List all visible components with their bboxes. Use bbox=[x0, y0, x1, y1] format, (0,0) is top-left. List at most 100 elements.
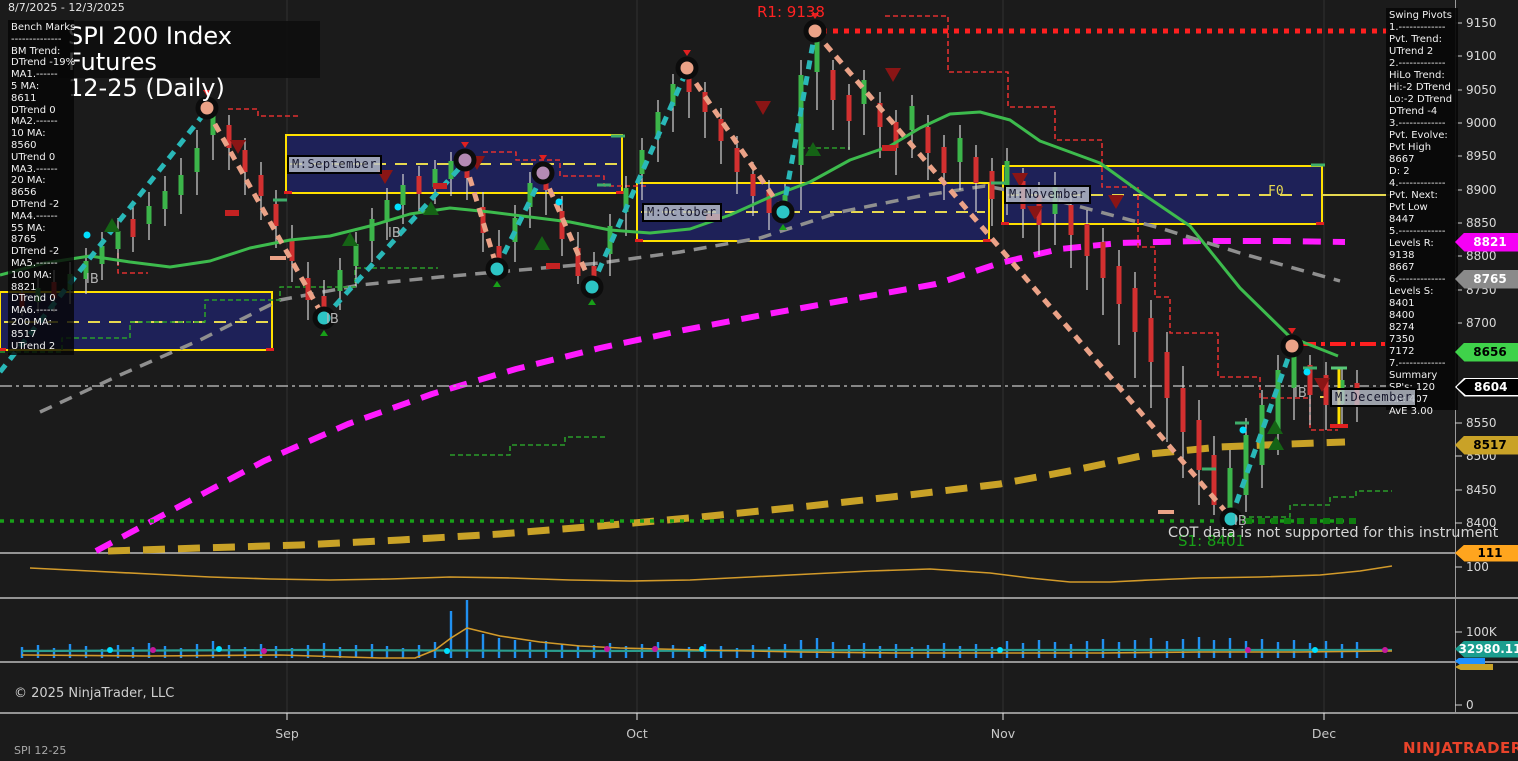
bench-marks-line: 20 MA: bbox=[11, 175, 46, 187]
swing-pivots-line: Levels R: bbox=[1389, 238, 1434, 249]
red-step-line bbox=[117, 253, 148, 274]
month-range-label[interactable]: M:October bbox=[642, 203, 722, 222]
cyan-dot-marker bbox=[83, 231, 91, 239]
candle-body bbox=[989, 171, 995, 199]
swing-pivots-line: 8274 bbox=[1389, 322, 1415, 333]
candle-body bbox=[670, 84, 676, 106]
candle-body bbox=[559, 211, 565, 239]
ninjatrader-logo: NINJATRADER bbox=[1403, 739, 1518, 757]
downtrend-segment bbox=[813, 30, 1233, 520]
price-badge: 8604 bbox=[1455, 377, 1518, 397]
green-tick-marker bbox=[611, 134, 625, 138]
swing-pivots-line: 4.------------- bbox=[1389, 178, 1446, 189]
candle-body bbox=[877, 103, 883, 127]
bench-marks-line: MA4.------ bbox=[11, 210, 58, 222]
candle-body bbox=[925, 127, 931, 153]
uptrend-segment bbox=[780, 31, 818, 212]
bench-marks-line: 200 MA: bbox=[11, 316, 52, 328]
uptrend-segment bbox=[494, 172, 546, 270]
ib-label: IB bbox=[1294, 386, 1307, 401]
price-badge-value: 32980.11 bbox=[1455, 640, 1518, 658]
green-step-line bbox=[1233, 490, 1392, 518]
price-badge-value: 8517 bbox=[1455, 435, 1518, 455]
chart-title-line2: 12-25 (Daily) bbox=[68, 74, 225, 102]
price-tick-label: 8400 bbox=[1466, 516, 1497, 530]
sell-triangle bbox=[1108, 195, 1124, 209]
volume-cyan-dot bbox=[444, 648, 450, 654]
ib-label: IB bbox=[326, 312, 339, 327]
ib-label: IB bbox=[388, 226, 401, 241]
volume-magenta-dot bbox=[1382, 647, 1388, 653]
buy-triangle bbox=[104, 218, 120, 232]
chart-title-block: SPI 200 Index Futures 12-25 (Daily) bbox=[58, 21, 320, 101]
ma-100-magenta-dashed bbox=[94, 238, 1346, 554]
swing-pivots-line: 9138 bbox=[1389, 250, 1415, 261]
volume-cyan-dot bbox=[107, 647, 113, 653]
stop-marker bbox=[225, 210, 239, 216]
price-badge: 32980.11 bbox=[1455, 640, 1518, 658]
f0-label: F0 bbox=[1268, 184, 1284, 199]
bench-marks-line: DTrend 0 bbox=[11, 293, 56, 305]
candle-body bbox=[1100, 242, 1106, 278]
box-corner-tick bbox=[616, 191, 624, 194]
downtrend-segment bbox=[204, 108, 327, 320]
downtrend-segment bbox=[684, 68, 786, 213]
bench-marks-line: 5 MA: bbox=[11, 80, 40, 92]
bench-marks-line: DTrend -2 bbox=[11, 198, 60, 210]
candle-body bbox=[623, 188, 629, 212]
candle-body bbox=[353, 244, 359, 266]
price-badge: 8765 bbox=[1455, 269, 1518, 289]
bench-marks-line: DTrend -2 bbox=[11, 246, 60, 258]
price-badge-value bbox=[1455, 664, 1493, 670]
swing-pivots-line: 2.------------- bbox=[1389, 58, 1446, 69]
box-corner-tick bbox=[1001, 222, 1009, 225]
red-step-line bbox=[228, 108, 298, 117]
price-tick-label: 8700 bbox=[1466, 316, 1497, 330]
pivot-high-circle bbox=[195, 96, 219, 120]
price-tick-label: 9000 bbox=[1466, 116, 1497, 130]
uptrend-segment bbox=[1228, 346, 1295, 519]
pivot-low-arrow bbox=[493, 281, 501, 287]
swing-pivots-line: 8447 bbox=[1389, 214, 1415, 225]
month-range-label[interactable]: M:November bbox=[1004, 185, 1092, 204]
swing-pivots-line: SP's: 120 bbox=[1389, 382, 1435, 393]
swing-pivots-line: 8401 bbox=[1389, 298, 1415, 309]
candle-body bbox=[115, 231, 121, 249]
month-range-label[interactable]: M:September bbox=[287, 155, 382, 174]
sell-triangle bbox=[230, 140, 246, 154]
volume-magenta-dot bbox=[604, 646, 610, 652]
swing-pivots-line: Summary bbox=[1389, 370, 1438, 381]
box-corner-tick bbox=[284, 191, 292, 194]
green-step-line bbox=[450, 436, 608, 456]
bench-marks-line: DTrend -19% bbox=[11, 57, 76, 69]
box-corner-tick bbox=[0, 348, 6, 351]
ma-20-green bbox=[0, 110, 1339, 358]
candle-body bbox=[258, 175, 264, 196]
candle-body bbox=[1275, 370, 1281, 430]
bench-marks-line: 100 MA: bbox=[11, 269, 52, 281]
buy-triangle bbox=[534, 236, 550, 250]
cyan-dot-marker bbox=[555, 198, 563, 206]
candle-body bbox=[512, 218, 518, 242]
candle-body bbox=[830, 70, 836, 100]
pivot-low-circle bbox=[485, 257, 509, 281]
volume-magenta-dot bbox=[150, 647, 156, 653]
stop-marker bbox=[433, 183, 447, 189]
time-tick-label: Dec bbox=[1311, 726, 1337, 741]
bench-marks-line: BM Trend: bbox=[11, 45, 61, 57]
month-range-label[interactable]: M:December bbox=[1330, 388, 1418, 407]
bench-marks-line: 8656 bbox=[11, 187, 37, 199]
price-tick-label: 8450 bbox=[1466, 483, 1497, 497]
price-badge: 8821 bbox=[1455, 232, 1518, 252]
candle-body bbox=[766, 191, 772, 213]
pivot-low-circle bbox=[1219, 507, 1243, 531]
r1-level-label: R1: 9138 bbox=[757, 3, 825, 21]
candle-body bbox=[83, 261, 89, 279]
buy-triangle bbox=[1268, 436, 1284, 450]
candle-body bbox=[178, 175, 184, 195]
chart-title-line1: SPI 200 Index Futures bbox=[68, 22, 232, 76]
swing-pivots-line: 1.------------- bbox=[1389, 22, 1446, 33]
pivot-high-arrow bbox=[203, 90, 211, 96]
candle-body bbox=[448, 161, 454, 179]
